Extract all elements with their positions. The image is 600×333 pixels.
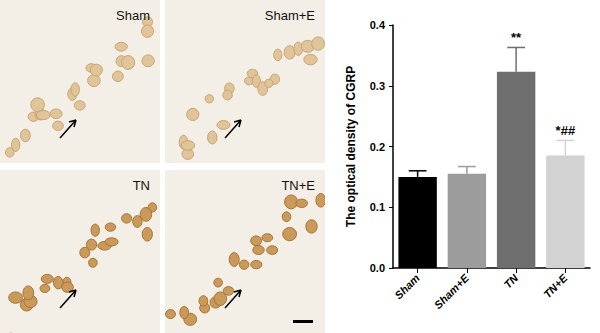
svg-text:The optical density of CGRP: The optical density of CGRP (344, 66, 358, 227)
html-text:Sham+E: Sham+E (264, 8, 315, 23)
svg-text:0.4: 0.4 (370, 19, 386, 31)
svg-text:0.1: 0.1 (370, 201, 385, 213)
svg-text:TN+E: TN+E (541, 271, 570, 300)
svg-text:0.3: 0.3 (370, 80, 385, 92)
html-text:Sham: Sham (116, 8, 150, 23)
svg-text:Sham: Sham (392, 272, 422, 302)
svg-text:Sham+E: Sham+E (432, 271, 472, 311)
svg-text:TN: TN (502, 271, 522, 291)
svg-text:*##: *## (556, 123, 576, 138)
svg-text:0.2: 0.2 (370, 141, 385, 153)
html-text:TN: TN (132, 178, 150, 193)
svg-text:**: ** (511, 30, 522, 45)
html-text:TN+E: TN+E (281, 178, 315, 193)
svg-text:0.0: 0.0 (370, 262, 385, 274)
